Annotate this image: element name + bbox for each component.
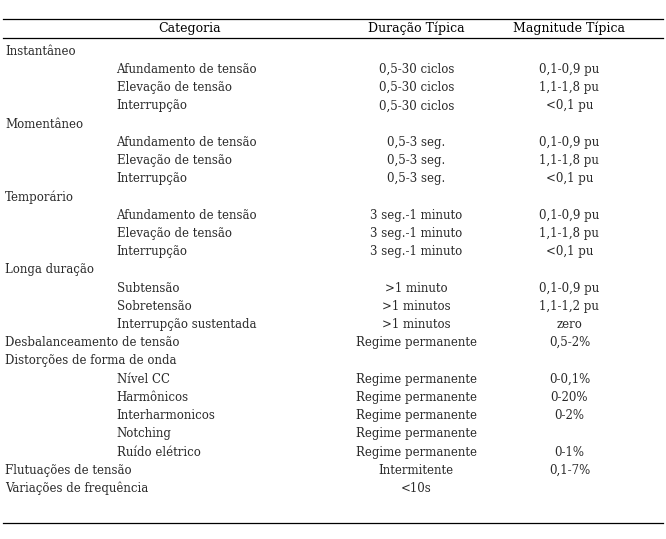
Text: Sobretensão: Sobretensão	[117, 300, 191, 313]
Text: Flutuações de tensão: Flutuações de tensão	[5, 464, 132, 476]
Text: 0-0,1%: 0-0,1%	[549, 372, 590, 385]
Text: Regime permanente: Regime permanente	[356, 391, 477, 404]
Text: 1,1-1,8 pu: 1,1-1,8 pu	[539, 154, 599, 167]
Text: Afundamento de tensão: Afundamento de tensão	[117, 209, 257, 222]
Text: Duração Típica: Duração Típica	[368, 22, 465, 35]
Text: 1,1-1,8 pu: 1,1-1,8 pu	[539, 227, 599, 240]
Text: Temporário: Temporário	[5, 190, 75, 204]
Text: Interrupção: Interrupção	[117, 172, 188, 185]
Text: <10s: <10s	[401, 482, 432, 495]
Text: Desbalanceamento de tensão: Desbalanceamento de tensão	[5, 336, 180, 349]
Text: 0,1-0,9 pu: 0,1-0,9 pu	[539, 136, 599, 149]
Text: Afundamento de tensão: Afundamento de tensão	[117, 136, 257, 149]
Text: 0,5-3 seg.: 0,5-3 seg.	[387, 136, 446, 149]
Text: Ruído elétrico: Ruído elétrico	[117, 446, 200, 459]
Text: <0,1 pu: <0,1 pu	[545, 172, 593, 185]
Text: Interrupção: Interrupção	[117, 245, 188, 258]
Text: Afundamento de tensão: Afundamento de tensão	[117, 63, 257, 76]
Text: Subtensão: Subtensão	[117, 281, 179, 294]
Text: Elevação de tensão: Elevação de tensão	[117, 227, 232, 240]
Text: Elevação de tensão: Elevação de tensão	[117, 81, 232, 94]
Text: >1 minutos: >1 minutos	[382, 318, 451, 331]
Text: 0-2%: 0-2%	[554, 409, 585, 422]
Text: Variações de frequência: Variações de frequência	[5, 482, 149, 495]
Text: Regime permanente: Regime permanente	[356, 409, 477, 422]
Text: Interrupção: Interrupção	[117, 99, 188, 112]
Text: >1 minuto: >1 minuto	[385, 281, 448, 294]
Text: 0,5-3 seg.: 0,5-3 seg.	[387, 154, 446, 167]
Text: Regime permanente: Regime permanente	[356, 372, 477, 385]
Text: 0,5-30 ciclos: 0,5-30 ciclos	[378, 99, 454, 112]
Text: 0,5-3 seg.: 0,5-3 seg.	[387, 172, 446, 185]
Text: <0,1 pu: <0,1 pu	[545, 245, 593, 258]
Text: Regime permanente: Regime permanente	[356, 427, 477, 440]
Text: 3 seg.-1 minuto: 3 seg.-1 minuto	[370, 227, 462, 240]
Text: 0,1-0,9 pu: 0,1-0,9 pu	[539, 63, 599, 76]
Text: 1,1-1,2 pu: 1,1-1,2 pu	[539, 300, 599, 313]
Text: 0,1-0,9 pu: 0,1-0,9 pu	[539, 281, 599, 294]
Text: Intermitente: Intermitente	[379, 464, 454, 476]
Text: Distorções de forma de onda: Distorções de forma de onda	[5, 355, 177, 368]
Text: Interrupção sustentada: Interrupção sustentada	[117, 318, 256, 331]
Text: Longa duração: Longa duração	[5, 264, 95, 277]
Text: Regime permanente: Regime permanente	[356, 446, 477, 459]
Text: Regime permanente: Regime permanente	[356, 336, 477, 349]
Text: 3 seg.-1 minuto: 3 seg.-1 minuto	[370, 245, 462, 258]
Text: Magnitude Típica: Magnitude Típica	[513, 22, 625, 35]
Text: 0-1%: 0-1%	[554, 446, 585, 459]
Text: Elevação de tensão: Elevação de tensão	[117, 154, 232, 167]
Text: zero: zero	[557, 318, 582, 331]
Text: Nível CC: Nível CC	[117, 372, 170, 385]
Text: 0,1-0,9 pu: 0,1-0,9 pu	[539, 209, 599, 222]
Text: Interharmonicos: Interharmonicos	[117, 409, 215, 422]
Text: 0,5-30 ciclos: 0,5-30 ciclos	[378, 81, 454, 94]
Text: 0,5-30 ciclos: 0,5-30 ciclos	[378, 63, 454, 76]
Text: 3 seg.-1 minuto: 3 seg.-1 minuto	[370, 209, 462, 222]
Text: 0-20%: 0-20%	[551, 391, 588, 404]
Text: <0,1 pu: <0,1 pu	[545, 99, 593, 112]
Text: 0,5-2%: 0,5-2%	[549, 336, 590, 349]
Text: Categoria: Categoria	[159, 22, 221, 35]
Text: Harmônicos: Harmônicos	[117, 391, 188, 404]
Text: Instantâneo: Instantâneo	[5, 45, 76, 58]
Text: Momentâneo: Momentâneo	[5, 118, 83, 130]
Text: 0,1-7%: 0,1-7%	[549, 464, 590, 476]
Text: Notching: Notching	[117, 427, 171, 440]
Text: 1,1-1,8 pu: 1,1-1,8 pu	[539, 81, 599, 94]
Text: >1 minutos: >1 minutos	[382, 300, 451, 313]
